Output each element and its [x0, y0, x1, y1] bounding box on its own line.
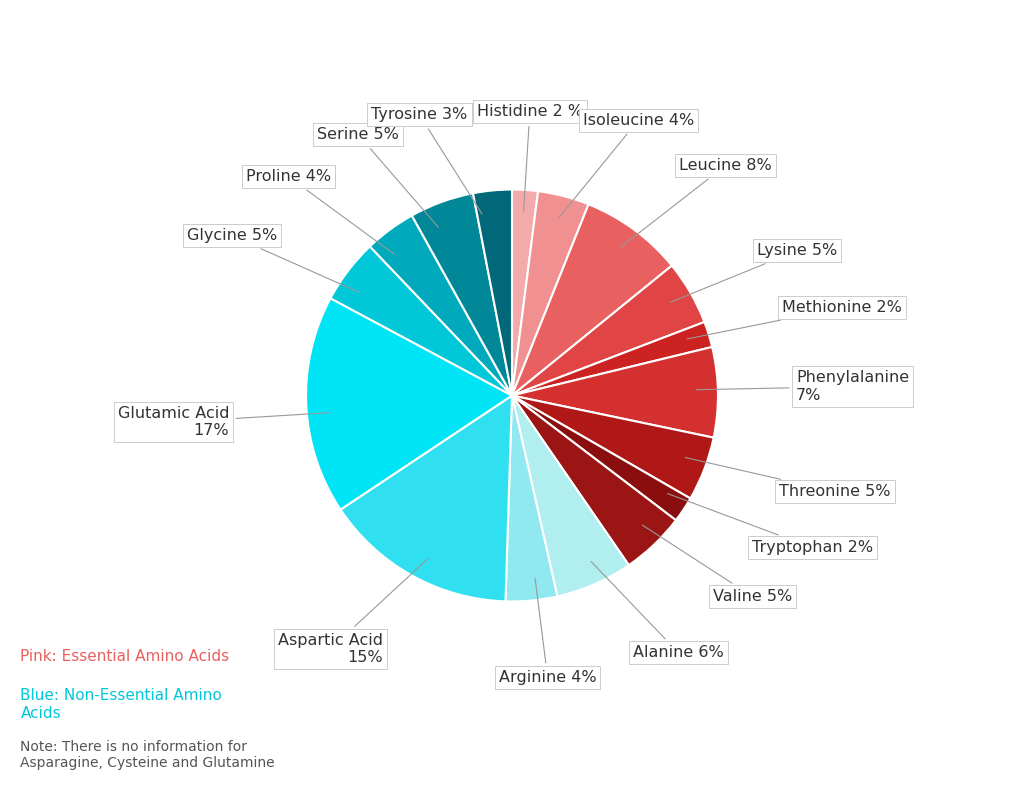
Text: Arginine 4%: Arginine 4% [499, 578, 596, 685]
Wedge shape [341, 396, 512, 601]
Text: Histidine 2 %: Histidine 2 % [477, 104, 583, 212]
Text: Glycine 5%: Glycine 5% [186, 229, 359, 293]
Wedge shape [512, 266, 705, 396]
Text: Phenylalanine
7%: Phenylalanine 7% [696, 370, 909, 403]
Wedge shape [512, 396, 714, 498]
Text: Threonine 5%: Threonine 5% [685, 457, 891, 499]
Wedge shape [512, 322, 712, 396]
Wedge shape [412, 193, 512, 396]
Text: Valine 5%: Valine 5% [642, 525, 793, 604]
Wedge shape [512, 191, 589, 396]
Text: Methionine 2%: Methionine 2% [687, 300, 902, 339]
Wedge shape [512, 190, 538, 396]
Text: Tyrosine 3%: Tyrosine 3% [372, 108, 482, 214]
Wedge shape [512, 204, 672, 396]
Text: Pink: Essential Amino Acids: Pink: Essential Amino Acids [20, 649, 229, 664]
Text: Note: There is no information for
Asparagine, Cysteine and Glutamine: Note: There is no information for Aspara… [20, 740, 275, 770]
Text: Lysine 5%: Lysine 5% [671, 244, 837, 302]
Text: Proline 4%: Proline 4% [246, 169, 394, 254]
Wedge shape [512, 396, 676, 565]
Text: Alanine 6%: Alanine 6% [591, 562, 724, 660]
Wedge shape [512, 396, 629, 596]
Text: Glutamic Acid
17%: Glutamic Acid 17% [118, 406, 329, 438]
Text: Isoleucine 4%: Isoleucine 4% [559, 112, 694, 218]
Text: Leucine 8%: Leucine 8% [621, 158, 772, 247]
Text: Serine 5%: Serine 5% [317, 127, 438, 227]
Wedge shape [512, 396, 690, 520]
Text: Blue: Non-Essential Amino
Acids: Blue: Non-Essential Amino Acids [20, 688, 222, 721]
Wedge shape [370, 215, 512, 396]
Text: Aspartic Acid
15%: Aspartic Acid 15% [278, 559, 428, 665]
Wedge shape [512, 347, 718, 437]
Wedge shape [331, 247, 512, 396]
Wedge shape [473, 190, 512, 396]
Wedge shape [506, 396, 557, 601]
Text: Tryptophan 2%: Tryptophan 2% [668, 494, 873, 555]
Wedge shape [306, 298, 512, 509]
